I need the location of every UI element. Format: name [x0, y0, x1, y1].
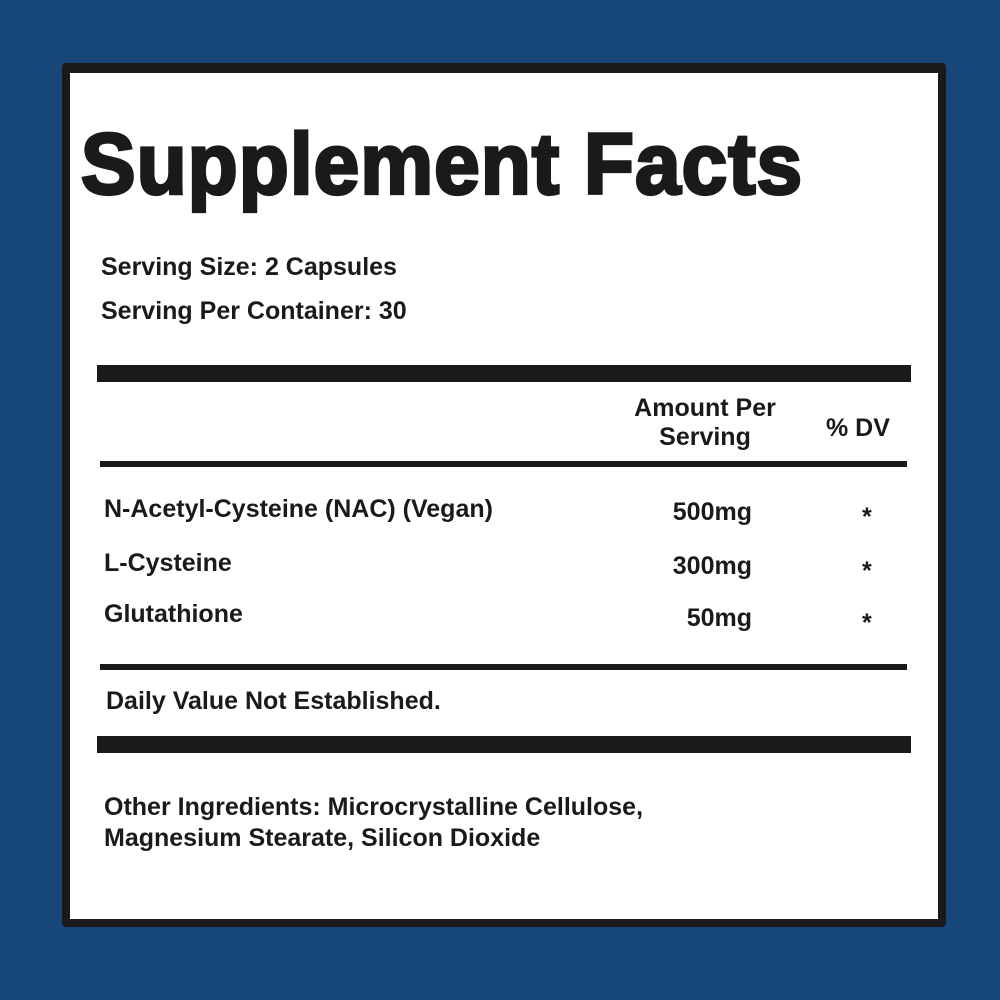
ingredient-amount: 300mg [672, 552, 752, 580]
thin-divider [100, 461, 907, 467]
other-ingredients-line1: Microcrystalline Cellulose, [320, 793, 644, 821]
amount-header-line2: Serving [659, 423, 751, 451]
supplement-facts-panel [62, 63, 946, 927]
page-title: Supplement Facts [79, 115, 804, 214]
dv-header: % DV [826, 414, 890, 442]
ingredient-name: N-Acetyl-Cysteine (NAC) (Vegan) [104, 495, 493, 523]
thin-divider [100, 664, 907, 670]
ingredient-dv: * [862, 609, 872, 637]
daily-value-footnote: Daily Value Not Established. [106, 687, 441, 715]
servings-per-container: Serving Per Container: 30 [101, 297, 407, 325]
ingredient-dv: * [862, 557, 872, 585]
other-ingredients-label: Other Ingredients: [104, 793, 321, 821]
ingredient-name: Glutathione [104, 600, 243, 628]
thick-divider [97, 736, 911, 753]
ingredient-amount: 50mg [686, 604, 752, 632]
other-ingredients-line2: Magnesium Stearate, Silicon Dioxide [104, 824, 541, 852]
serving-size: Serving Size: 2 Capsules [101, 253, 397, 281]
ingredient-dv: * [862, 503, 872, 531]
other-ingredients: Other Ingredients: Microcrystalline Cell… [104, 792, 643, 854]
thick-divider [97, 365, 911, 382]
amount-header-line1: Amount Per [634, 394, 776, 422]
ingredient-amount: 500mg [672, 498, 752, 526]
ingredient-name: L-Cysteine [104, 549, 232, 577]
amount-per-serving-header: Amount Per Serving [600, 394, 810, 452]
